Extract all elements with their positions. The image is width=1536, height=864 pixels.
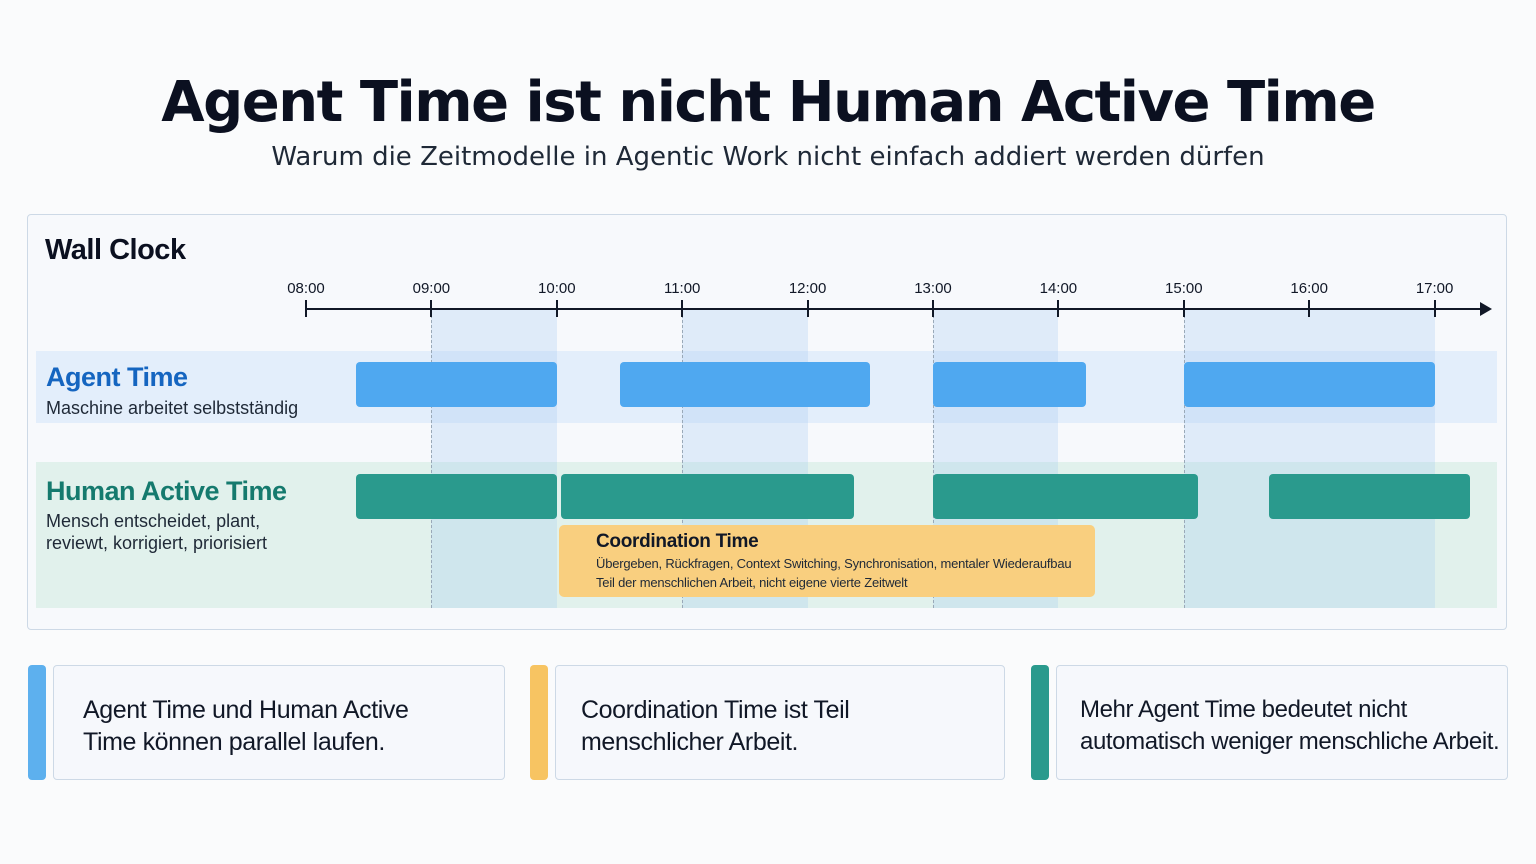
agent-bar-3 bbox=[933, 362, 1086, 407]
tick-label-4: 11:00 bbox=[663, 280, 701, 297]
card-3 bbox=[1056, 665, 1508, 780]
human-lane-description-line2: reviewt, korrigiert, priorisiert bbox=[46, 533, 268, 553]
agent-bar-2 bbox=[619, 362, 871, 407]
tick-label-2: 09:00 bbox=[412, 280, 451, 297]
page-subtitle: Warum die Zeitmodelle in Agentic Work ni… bbox=[271, 142, 1265, 172]
agent-lane-description: Maschine arbeitet selbstständig bbox=[46, 398, 299, 418]
highlight-window-1 bbox=[431, 310, 557, 608]
card-2 bbox=[555, 665, 1005, 780]
human-lane-title: Human Active Time bbox=[46, 476, 287, 506]
human-bar-3 bbox=[933, 474, 1199, 519]
coordination-line1: Übergeben, Rückfragen, Context Switching… bbox=[596, 556, 1072, 571]
tick-4 bbox=[681, 300, 684, 317]
wall-clock-title: Wall Clock bbox=[45, 234, 186, 266]
tick-3 bbox=[555, 300, 558, 317]
human-bar-1 bbox=[356, 474, 557, 519]
highlight-window-4 bbox=[1183, 310, 1435, 608]
card-2-text: Coordination Time ist Teil menschlicher … bbox=[581, 694, 850, 758]
tick-label-9: 16:00 bbox=[1290, 280, 1328, 297]
tick-6 bbox=[932, 300, 934, 317]
card-1-line2: Time können parallel laufen. bbox=[83, 728, 385, 756]
guide-line-1 bbox=[431, 310, 433, 608]
guide-line-4 bbox=[1183, 310, 1185, 608]
page-title: Agent Time ist nicht Human Active Time bbox=[161, 70, 1376, 135]
tick-2 bbox=[430, 300, 433, 317]
card-1 bbox=[53, 665, 505, 780]
tick-label-10: 17:00 bbox=[1415, 280, 1454, 297]
tick-9 bbox=[1308, 300, 1311, 317]
tick-7 bbox=[1057, 300, 1060, 317]
guide-line-2 bbox=[682, 310, 684, 608]
card-3-text: Mehr Agent Time bedeutet nicht automatis… bbox=[1080, 694, 1500, 758]
card-2-line1: Coordination Time ist Teil bbox=[581, 696, 850, 724]
card-3-accent bbox=[1031, 665, 1049, 780]
human-lane-description-line1: Mensch entscheidet, plant, bbox=[46, 511, 261, 531]
card-1-line1: Agent Time und Human Active bbox=[83, 696, 409, 724]
card-3-line2: automatisch weniger menschliche Arbeit. bbox=[1080, 728, 1500, 755]
card-1-accent bbox=[28, 665, 46, 780]
guide-line-3 bbox=[933, 310, 934, 608]
card-3-line1: Mehr Agent Time bedeutet nicht bbox=[1080, 696, 1407, 723]
time-axis bbox=[305, 308, 1483, 310]
axis-arrow-icon bbox=[1480, 302, 1492, 316]
tick-label-3: 10:00 bbox=[538, 280, 576, 297]
card-2-line2: menschlicher Arbeit. bbox=[581, 728, 799, 756]
tick-10 bbox=[1433, 300, 1436, 317]
card-2-accent bbox=[530, 665, 548, 780]
tick-label-7: 14:00 bbox=[1039, 280, 1078, 297]
tick-1 bbox=[305, 300, 307, 317]
agent-lane-title: Agent Time bbox=[46, 362, 188, 392]
card-1-text: Agent Time und Human Active Time können … bbox=[83, 694, 409, 758]
human-bar-4 bbox=[1269, 474, 1471, 519]
tick-8 bbox=[1182, 300, 1185, 317]
tick-label-8: 15:00 bbox=[1165, 280, 1203, 297]
agent-bar-4 bbox=[1183, 362, 1435, 407]
tick-label-1: 08:00 bbox=[287, 280, 325, 297]
coordination-line2: Teil der menschlichen Arbeit, nicht eige… bbox=[596, 575, 908, 590]
agent-bar-1 bbox=[356, 362, 557, 407]
coordination-title: Coordination Time bbox=[596, 531, 759, 552]
tick-label-5: 12:00 bbox=[788, 280, 827, 297]
human-bar-2 bbox=[560, 474, 854, 519]
tick-5 bbox=[806, 300, 809, 317]
tick-label-6: 13:00 bbox=[914, 280, 952, 297]
coordination-box bbox=[559, 525, 1095, 597]
